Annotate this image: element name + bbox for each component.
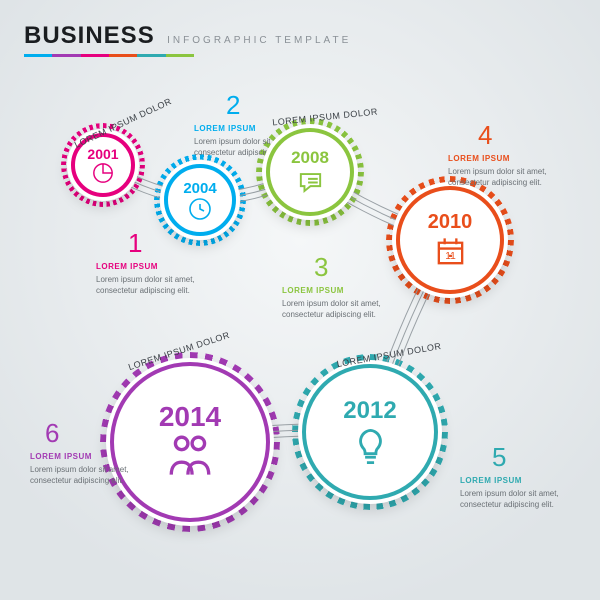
caption-head: LOREM IPSUM (96, 262, 195, 273)
people-icon (165, 433, 215, 483)
caption-line: Lorem ipsum dolor sit amet, (30, 465, 129, 476)
chat-icon (296, 168, 325, 197)
caption-6: LOREM IPSUM Lorem ipsum dolor sit amet,co… (30, 452, 129, 486)
caption-line: consectetur adipiscing elit. (30, 476, 129, 487)
gear-2008: 2008 (262, 124, 358, 220)
caption-line: Lorem ipsum dolor sit amet, (96, 275, 195, 286)
caption-line: consectetur adipiscing elit. (448, 178, 547, 189)
gear-year: 2008 (291, 148, 329, 168)
caption-5: LOREM IPSUM Lorem ipsum dolor sit amet,co… (460, 476, 559, 510)
step-number-1: 1 (128, 228, 142, 259)
gear-year: 2001 (87, 146, 118, 162)
caption-line: consectetur adipiscing elit. (460, 500, 559, 511)
gear-2014: 2014 (106, 358, 274, 526)
svg-text:11: 11 (445, 251, 456, 262)
step-number-3: 3 (314, 252, 328, 283)
caption-line: Lorem ipsum dolor sit amet, (282, 299, 381, 310)
pie-icon (92, 162, 114, 184)
step-number-4: 4 (478, 120, 492, 151)
caption-head: LOREM IPSUM (30, 452, 129, 463)
clock-icon (188, 197, 212, 221)
caption-line: Lorem ipsum dolor sit amet, (460, 489, 559, 500)
gear-year: 2010 (428, 211, 473, 234)
step-number-6: 6 (45, 418, 59, 449)
step-number-2: 2 (226, 90, 240, 121)
calendar-icon: 11 (433, 234, 468, 269)
step-number-5: 5 (492, 442, 506, 473)
gear-year: 2014 (159, 401, 221, 433)
gear-year: 2012 (343, 397, 396, 425)
caption-1: LOREM IPSUM Lorem ipsum dolor sit amet,co… (96, 262, 195, 296)
caption-line: consectetur adipiscing elit. (282, 310, 381, 321)
caption-head: LOREM IPSUM (448, 154, 547, 165)
caption-3: LOREM IPSUM Lorem ipsum dolor sit amet,co… (282, 286, 381, 320)
caption-4: LOREM IPSUM Lorem ipsum dolor sit amet,co… (448, 154, 547, 188)
gear-2010: 2010 11 (392, 182, 508, 298)
gear-2004: 2004 (160, 160, 240, 240)
bulb-icon (349, 425, 392, 468)
gear-year: 2004 (183, 180, 216, 197)
gear-2012: 2012 (298, 360, 442, 504)
caption-head: LOREM IPSUM (460, 476, 559, 487)
caption-line: consectetur adipiscing elit. (96, 286, 195, 297)
infographic-stage: 2001 LOREM IPSUM DOLOR 1 LOREM IPSUM Lorem i… (0, 0, 600, 600)
caption-head: LOREM IPSUM (282, 286, 381, 297)
arc-label: LOREM IPSUM DOLOR (272, 106, 378, 127)
caption-line: Lorem ipsum dolor sit amet, (448, 167, 547, 178)
